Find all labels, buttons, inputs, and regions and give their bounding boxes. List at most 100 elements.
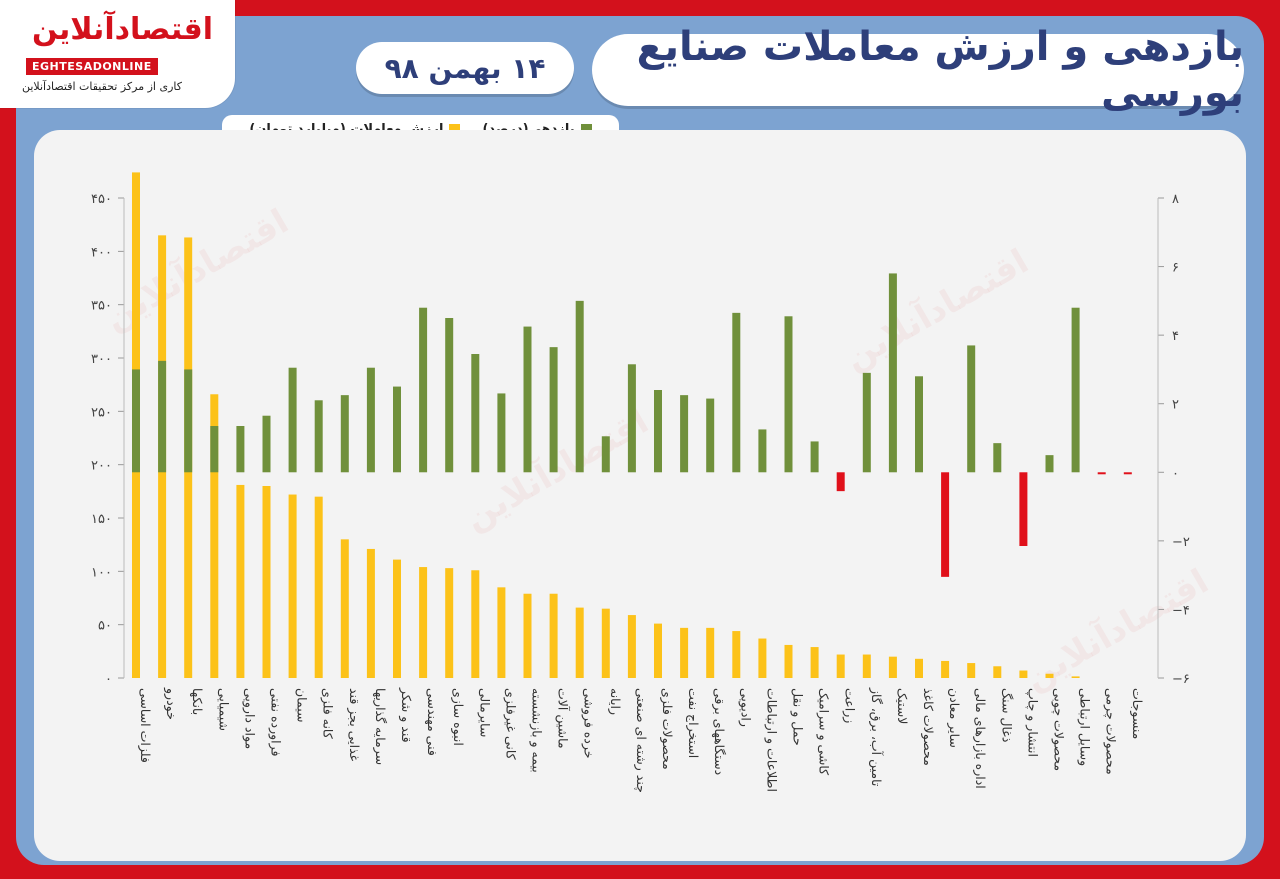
- returns-bar: [419, 307, 428, 473]
- value-bar: [575, 607, 584, 678]
- returns-bar: [288, 367, 297, 473]
- value-bar: [680, 627, 689, 678]
- category-label: فنی مهندسی: [424, 688, 440, 756]
- value-bar: [1019, 670, 1028, 678]
- category-label: منسوجات: [1129, 688, 1145, 739]
- page-title: بازدهی و ارزش معاملات صنایع بورسی: [636, 24, 1244, 116]
- value-bar: [836, 654, 845, 678]
- returns-bar: [627, 364, 636, 473]
- returns-bar: [941, 472, 950, 577]
- value-bar: [862, 654, 871, 678]
- value-bar: [497, 587, 506, 678]
- legend-swatch-returns: [580, 123, 592, 135]
- category-label: اداره بازارهای مالی: [972, 688, 988, 789]
- value-bar: [627, 615, 636, 678]
- returns-bar: [523, 326, 532, 473]
- value-bar: [654, 623, 662, 678]
- returns-bar: [993, 443, 1002, 473]
- returns-bar: [314, 400, 323, 473]
- category-label: اطلاعات و ارتباطات: [763, 688, 779, 792]
- date-pill: ۱۴ بهمن ۹۸: [356, 42, 574, 94]
- y-right-tick-label: ۲: [1172, 398, 1179, 413]
- category-label: قند و شکر: [398, 687, 414, 743]
- returns-bar: [601, 436, 610, 473]
- category-label: وسایل ارتباطی: [1077, 688, 1093, 766]
- title-pill: بازدهی و ارزش معاملات صنایع بورسی: [592, 24, 1244, 116]
- returns-bar: [132, 369, 140, 473]
- returns-bar: [732, 312, 741, 473]
- category-label: فراورده نفتی: [268, 688, 284, 757]
- value-bar: [288, 494, 297, 678]
- category-label: شیمیایی: [216, 688, 231, 731]
- category-label: انبوه سازی: [450, 688, 466, 746]
- returns-bar: [1123, 472, 1132, 475]
- returns-bar: [445, 318, 454, 473]
- y-left-tick-label: ۵۰: [98, 619, 112, 634]
- value-bar: [314, 496, 323, 678]
- category-label: حمل و نقل: [790, 688, 806, 746]
- category-label: ماشین آلات: [555, 688, 571, 749]
- returns-bar: [836, 472, 845, 492]
- category-label: بانکها: [189, 688, 205, 715]
- category-label: تامین آب، برق، گاز: [868, 687, 884, 787]
- category-label: محصولات چرمی: [1103, 688, 1119, 775]
- returns-bar: [575, 300, 584, 473]
- category-label: کانی غیرفلزی: [502, 688, 518, 760]
- category-label: سیمان: [295, 688, 310, 722]
- category-label: خودرو: [163, 687, 179, 720]
- y-right-tick-label: ۸: [1172, 192, 1179, 207]
- returns-bar: [810, 441, 819, 473]
- category-label: رایانه: [607, 688, 623, 715]
- category-label: رادیویی: [737, 688, 753, 727]
- logo: اقتصادآنلاین EGHTESADONLINE کاری از مرکز…: [0, 0, 235, 108]
- returns-bar: [1097, 472, 1106, 475]
- value-bar: [210, 394, 219, 678]
- returns-bar: [236, 426, 245, 473]
- legend-swatch-value: [449, 123, 461, 135]
- category-label: بیمه و بازنشسته: [529, 688, 545, 773]
- category-label: محصولات کاغذ: [920, 688, 936, 766]
- returns-bar: [862, 372, 871, 473]
- value-bar: [236, 484, 245, 678]
- category-label: سایر معادن: [946, 688, 962, 748]
- value-bar: [967, 663, 976, 678]
- category-label: فلزات اساسی: [137, 688, 153, 763]
- returns-bar: [340, 395, 349, 473]
- y-left-tick-label: ۱۰۰: [91, 565, 112, 580]
- returns-bar: [184, 369, 193, 473]
- y-left-tick-label: ۳۰۰: [91, 352, 112, 367]
- category-label: سایرمالی: [476, 688, 492, 737]
- returns-bar: [1019, 472, 1028, 546]
- value-bar: [915, 658, 923, 678]
- y-left-tick-label: ۰: [105, 672, 112, 687]
- y-right-tick-label: −۲: [1172, 535, 1190, 550]
- value-bar: [888, 656, 897, 678]
- y-left-tick-label: ۳۵۰: [91, 299, 112, 314]
- value-bar: [810, 647, 819, 678]
- returns-bar: [915, 376, 923, 473]
- y-right-tick-label: ۰: [1172, 466, 1179, 481]
- category-label: ذغال سنگ: [999, 688, 1014, 742]
- returns-bar: [210, 426, 219, 473]
- chart-area: اقتصادآنلاین اقتصادآنلاین اقتصادآنلاین ا…: [34, 130, 1246, 861]
- y-left-tick-label: ۲۵۰: [91, 405, 112, 420]
- y-left-tick-label: ۴۵۰: [91, 192, 112, 207]
- category-label: زراعت: [842, 688, 858, 723]
- category-label: کانه فلزی: [320, 688, 336, 739]
- bar-chart: ۰ ۵۰ ۱۰۰ ۱۵۰ ۲۰۰ ۲۵۰ ۳۰۰ ۳۵۰ ۴۰۰ ۴۵۰ −۶ −۴ −۲ ۰ ۲ ۴ ۶ ۸ فل…: [91, 172, 1190, 793]
- y-left-tick-label: ۴۰۰: [91, 245, 112, 260]
- value-bar: [262, 486, 271, 678]
- returns-bar: [680, 395, 689, 473]
- category-label: دستگاههای برقی: [711, 688, 727, 775]
- returns-bar: [366, 367, 375, 473]
- y-right-tick-label: ۶: [1172, 261, 1179, 276]
- category-label: لاستیک: [895, 688, 910, 724]
- y-right-tick-label: −۶: [1172, 672, 1190, 687]
- category-label: غذایی بجز قند: [346, 688, 362, 762]
- category-label: سرمایه گذاریها: [372, 688, 388, 765]
- y-right-tick-label: −۴: [1172, 603, 1190, 618]
- value-bar: [366, 548, 375, 678]
- returns-bar: [549, 347, 558, 473]
- logo-latin: EGHTESADONLINE: [26, 58, 158, 75]
- y-right-tick-label: ۴: [1172, 329, 1179, 344]
